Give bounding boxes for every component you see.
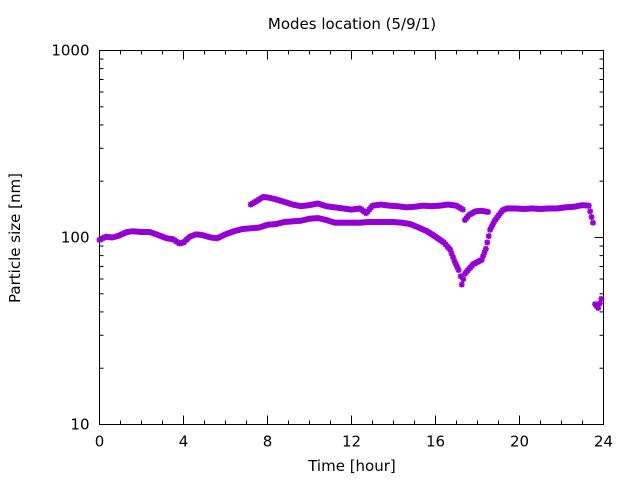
x-tick-label: 24 xyxy=(594,433,613,451)
data-point xyxy=(455,267,462,274)
data-point xyxy=(484,239,491,246)
data-point xyxy=(590,219,596,226)
data-point xyxy=(485,208,491,215)
y-axis-label: Particle size [nm] xyxy=(6,173,24,303)
x-tick-label: 12 xyxy=(342,433,361,451)
x-tick-label: 20 xyxy=(510,433,529,451)
data-point xyxy=(460,276,467,283)
data-point xyxy=(585,202,592,209)
axis-ticks: 0 4 8 12 16 20 24 10 100 1000 xyxy=(51,42,613,451)
y-tick-label: 1000 xyxy=(51,42,89,60)
data-point xyxy=(485,233,492,240)
data-point xyxy=(459,206,466,213)
x-tick-label: 0 xyxy=(95,433,105,451)
data-point xyxy=(478,256,485,263)
x-tick-label: 8 xyxy=(263,433,273,451)
data-point xyxy=(588,214,595,221)
y-tick-label: 100 xyxy=(61,229,90,247)
x-tick-label: 16 xyxy=(426,433,445,451)
x-tick-label: 4 xyxy=(179,433,189,451)
chart-title: Modes location (5/9/1) xyxy=(268,15,436,33)
data-point xyxy=(458,281,465,288)
data-point xyxy=(598,295,605,302)
x-axis-label: Time [hour] xyxy=(307,457,396,475)
data-point xyxy=(447,246,454,253)
data-points xyxy=(96,193,605,311)
data-point xyxy=(482,245,489,252)
y-tick-label: 10 xyxy=(70,416,89,434)
data-point xyxy=(587,208,594,215)
